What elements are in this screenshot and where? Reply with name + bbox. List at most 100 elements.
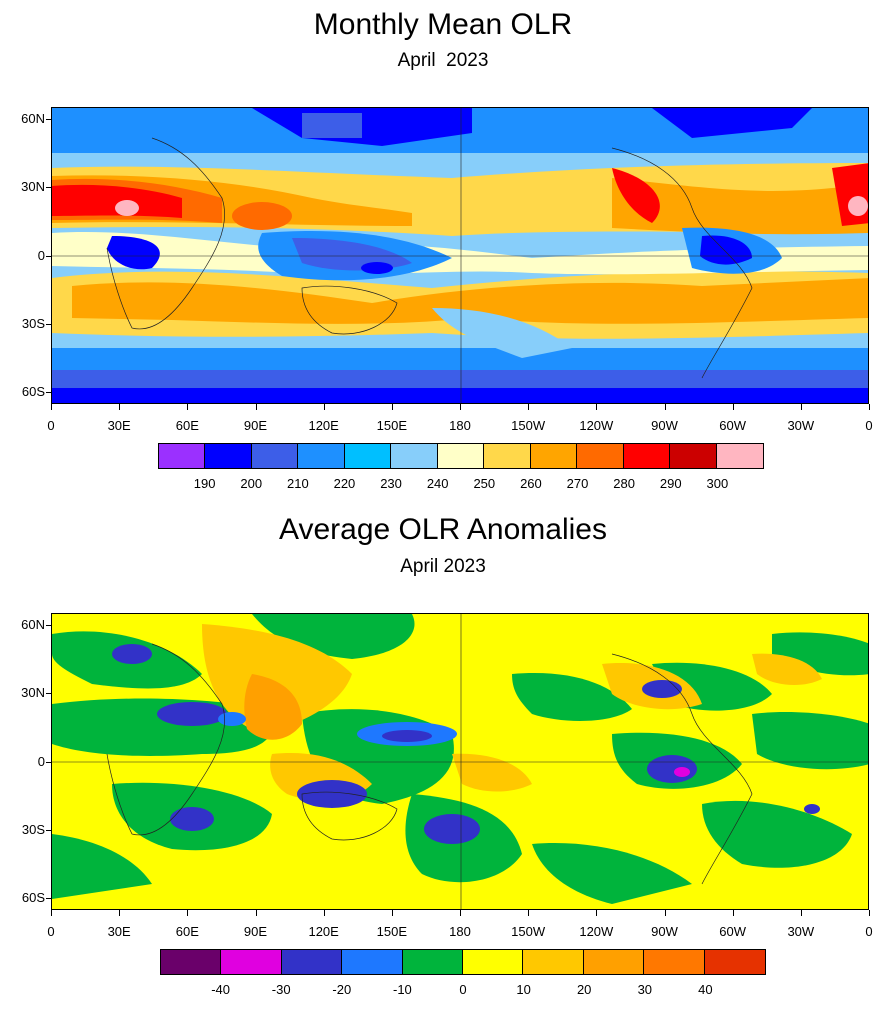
lon-label: 90E (243, 924, 268, 939)
colorbar-label: -30 (271, 982, 291, 997)
lat-tick (46, 255, 51, 257)
colorbar-swatch (221, 950, 282, 974)
lon-tick (664, 910, 666, 916)
colorbar-label: 20 (576, 982, 592, 997)
lon-tick (119, 404, 121, 410)
lat-label: 60S (21, 384, 45, 400)
colorbar-label: 220 (333, 476, 356, 491)
lat-tick (46, 898, 51, 900)
colorbar-label: 200 (240, 476, 263, 491)
colorbar-swatch (161, 950, 222, 974)
lat-tick (46, 392, 51, 394)
lon-tick (869, 404, 870, 410)
colorbar-swatch (716, 444, 764, 468)
colorbar-swatch (159, 444, 206, 468)
lat-label: 0 (37, 753, 45, 769)
colorbar-swatch (577, 444, 624, 468)
lon-label: 90W (651, 418, 678, 433)
lon-label: 180 (449, 924, 471, 939)
colorbar-label: -40 (211, 982, 230, 997)
lat-tick (46, 187, 51, 189)
lon-label: 60W (719, 418, 747, 433)
colorbar-label: 190 (193, 476, 216, 491)
lon-tick (51, 404, 52, 410)
colorbar-label: 270 (566, 476, 589, 491)
lon-tick (869, 910, 870, 916)
colorbar-label: 230 (380, 476, 402, 491)
lat-label: 30S (21, 315, 45, 331)
lat-tick (46, 118, 51, 120)
olr-anomaly-field (52, 614, 868, 909)
colorbar-label: 240 (426, 476, 449, 491)
lon-tick (460, 404, 461, 410)
lon-tick (664, 404, 666, 410)
lon-tick (460, 910, 461, 916)
colorbar-swatch (670, 444, 717, 468)
lon-label: 90E (243, 418, 268, 433)
lon-tick (800, 910, 802, 916)
lon-tick (596, 910, 598, 916)
panel2-title: Average OLR Anomalies (279, 513, 607, 546)
colorbar-swatch (342, 950, 403, 974)
colorbar-label: 250 (473, 476, 496, 491)
lon-label: 60E (175, 418, 199, 433)
colorbar-label: 290 (659, 476, 682, 491)
lat-tick (46, 693, 51, 695)
lon-label: 150E (376, 418, 408, 433)
lon-tick (187, 910, 189, 916)
lon-tick (732, 404, 734, 410)
lon-tick (732, 910, 734, 916)
colorbar-swatch (530, 444, 578, 468)
lat-label: 30S (21, 821, 45, 837)
lon-label: 180 (449, 418, 471, 433)
lon-label: 60E (175, 924, 199, 939)
lon-tick (323, 404, 325, 410)
lat-label: 30N (21, 685, 45, 701)
lon-tick (187, 404, 189, 410)
colorbar-swatch (704, 950, 766, 974)
colorbar-swatch (463, 950, 524, 974)
colorbar-swatch (298, 444, 345, 468)
panel2-subtitle: April 2023 (400, 556, 486, 577)
lat-tick (46, 323, 51, 325)
lon-tick (800, 404, 802, 410)
lon-label: 120E (308, 418, 339, 433)
lon-tick (51, 910, 52, 916)
lon-label: 150E (376, 924, 408, 939)
olr-anomaly-colorbar (160, 949, 766, 975)
lat-label: 60N (21, 616, 45, 632)
colorbar-label: 0 (459, 982, 467, 997)
lon-label: 120W (579, 418, 614, 433)
lon-label: 150W (511, 418, 546, 433)
lon-label: 30E (107, 418, 131, 433)
colorbar-swatch (583, 950, 645, 974)
lon-label: 0 (865, 418, 873, 433)
colorbar-label: 40 (698, 982, 713, 997)
colorbar-swatch (251, 444, 299, 468)
colorbar-swatch (205, 444, 252, 468)
lon-label: 60W (719, 924, 747, 939)
colorbar-label: 260 (520, 476, 542, 491)
olr-mean-map (51, 107, 869, 404)
lat-label: 30N (21, 179, 45, 195)
lat-tick (46, 761, 51, 763)
lon-tick (323, 910, 325, 916)
colorbar-swatch (523, 950, 584, 974)
lon-label: 30W (787, 418, 815, 433)
lon-tick (528, 910, 530, 916)
lon-label: 90W (651, 924, 678, 939)
colorbar-swatch (437, 444, 485, 468)
colorbar-swatch (623, 444, 671, 468)
lat-tick (46, 624, 51, 626)
colorbar-label: 280 (613, 476, 635, 491)
lon-tick (119, 910, 121, 916)
lon-label: 0 (47, 418, 55, 433)
lon-tick (255, 910, 257, 916)
colorbar-label: 10 (516, 982, 531, 997)
olr-mean-colorbar (158, 443, 764, 469)
colorbar-label: -10 (392, 982, 412, 997)
lon-tick (528, 404, 530, 410)
lat-label: 60S (21, 890, 45, 906)
lon-label: 30E (107, 924, 131, 939)
colorbar-swatch (402, 950, 464, 974)
